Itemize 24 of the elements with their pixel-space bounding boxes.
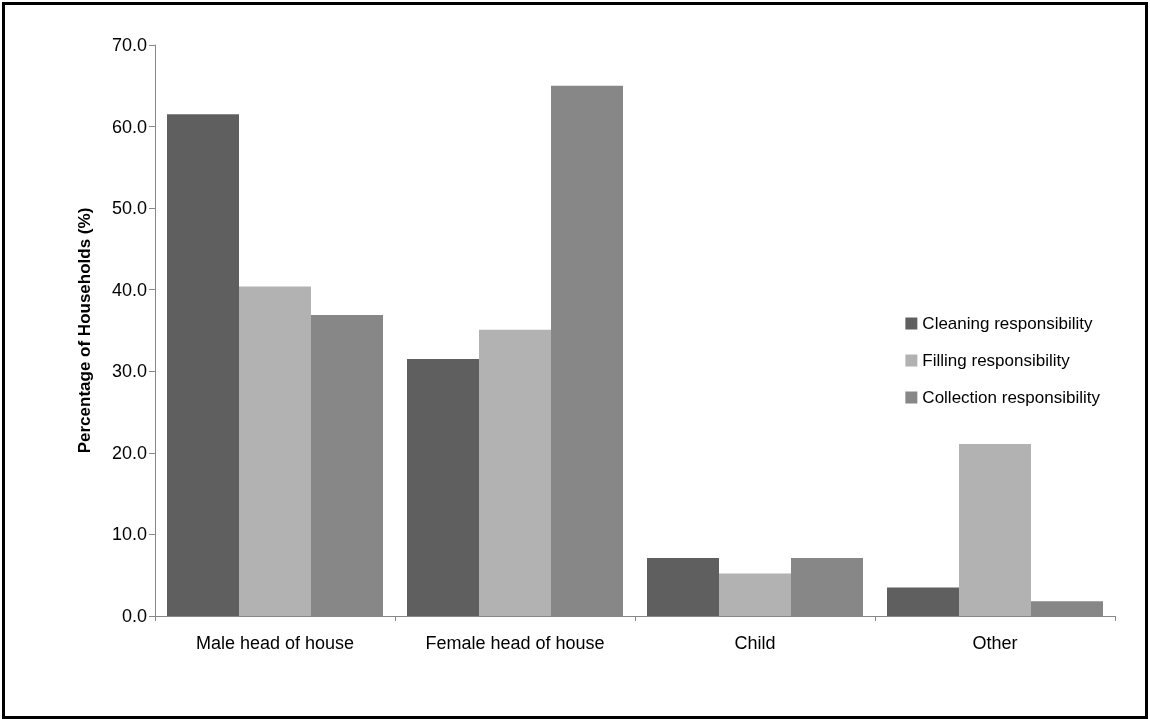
y-tick-label: 0.0 [121, 606, 147, 626]
y-tick-label: 30.0 [111, 361, 147, 382]
x-tick-label: Female head of house [425, 633, 605, 653]
y-tick-label: 50.0 [111, 198, 147, 219]
bar [167, 114, 239, 616]
y-tick-label: 40.0 [111, 279, 147, 300]
bar [239, 286, 311, 616]
bar [959, 443, 1031, 616]
x-tick-label: Male head of house [195, 633, 355, 653]
bar [407, 359, 479, 616]
legend-label: Collection responsibility [922, 388, 1101, 407]
y-tick-label: 10.0 [111, 524, 147, 545]
y-tick-label: 60.0 [111, 116, 147, 137]
x-tick-label: Other [972, 633, 1018, 653]
bar [647, 558, 719, 616]
bar [887, 587, 959, 616]
y-axis-title: Percentage of Households (%) [75, 207, 94, 454]
legend-label: Cleaning responsibility [922, 314, 1093, 333]
y-tick-label: 70.0 [111, 35, 147, 55]
x-tick-label: Child [734, 633, 776, 653]
bar [479, 329, 551, 616]
y-tick-label: 20.0 [111, 442, 147, 463]
legend-label: Filling responsibility [922, 351, 1071, 370]
bar [719, 573, 791, 616]
